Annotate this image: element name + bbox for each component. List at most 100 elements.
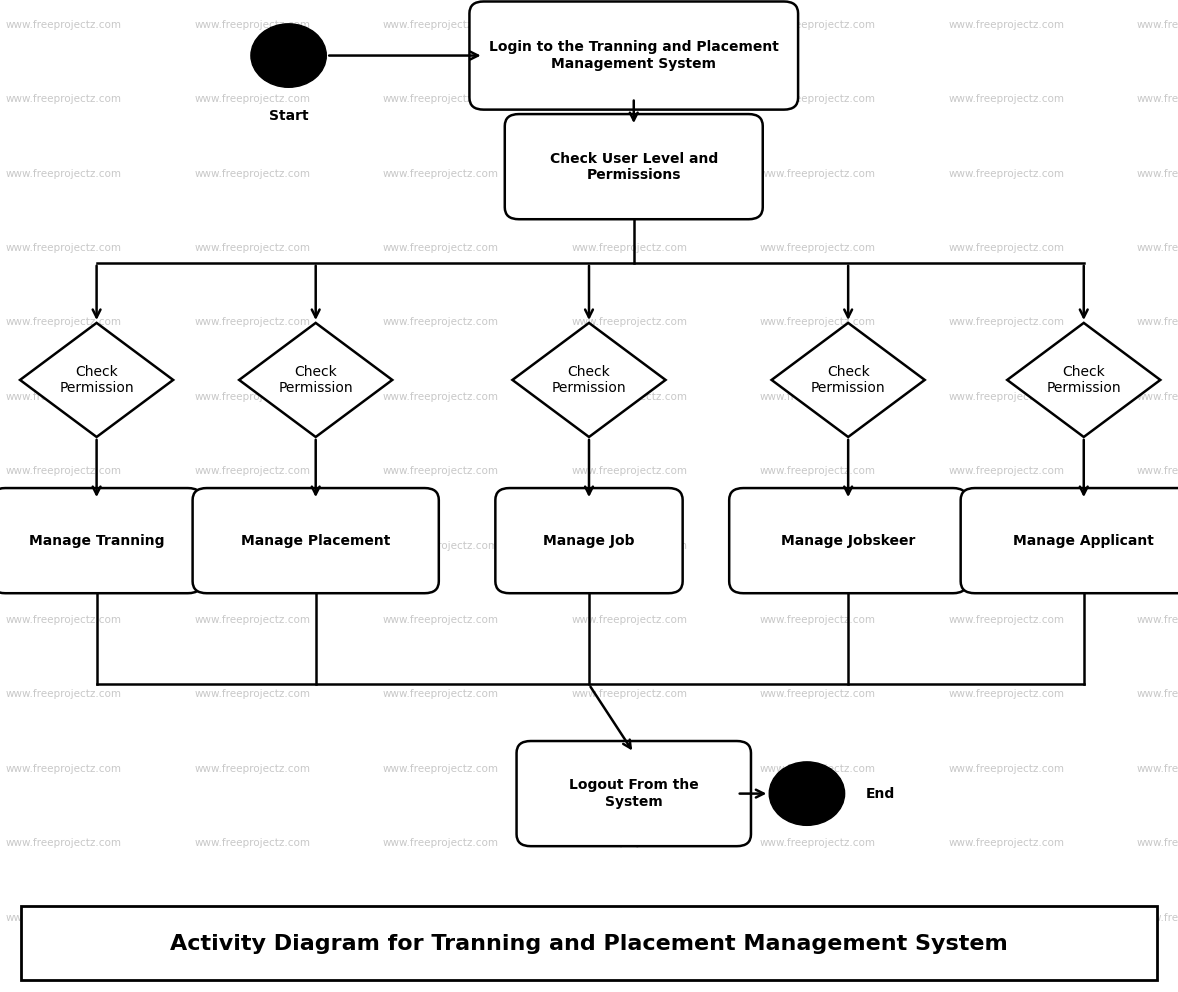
Text: Check
Permission: Check Permission — [810, 365, 886, 395]
FancyBboxPatch shape — [193, 488, 438, 593]
Text: www.freeprojectz.com: www.freeprojectz.com — [948, 764, 1064, 774]
Text: www.freeprojectz.com: www.freeprojectz.com — [948, 20, 1064, 30]
Text: www.freeprojectz.com: www.freeprojectz.com — [571, 615, 687, 625]
Text: www.freeprojectz.com: www.freeprojectz.com — [1137, 169, 1178, 179]
Text: www.freeprojectz.com: www.freeprojectz.com — [760, 243, 875, 253]
Text: www.freeprojectz.com: www.freeprojectz.com — [383, 913, 498, 923]
Text: www.freeprojectz.com: www.freeprojectz.com — [194, 466, 310, 476]
Text: www.freeprojectz.com: www.freeprojectz.com — [194, 838, 310, 848]
Text: www.freeprojectz.com: www.freeprojectz.com — [571, 94, 687, 104]
FancyBboxPatch shape — [961, 488, 1178, 593]
Text: www.freeprojectz.com: www.freeprojectz.com — [571, 913, 687, 923]
Text: Logout From the
System: Logout From the System — [569, 779, 699, 808]
Polygon shape — [512, 323, 666, 436]
Text: www.freeprojectz.com: www.freeprojectz.com — [1137, 243, 1178, 253]
Text: www.freeprojectz.com: www.freeprojectz.com — [1137, 838, 1178, 848]
Text: www.freeprojectz.com: www.freeprojectz.com — [6, 243, 121, 253]
Text: www.freeprojectz.com: www.freeprojectz.com — [948, 615, 1064, 625]
Text: www.freeprojectz.com: www.freeprojectz.com — [194, 913, 310, 923]
Text: www.freeprojectz.com: www.freeprojectz.com — [571, 392, 687, 402]
FancyBboxPatch shape — [729, 488, 967, 593]
Text: www.freeprojectz.com: www.freeprojectz.com — [194, 20, 310, 30]
FancyBboxPatch shape — [21, 906, 1157, 980]
Text: Manage Jobskeer: Manage Jobskeer — [781, 534, 915, 548]
Text: www.freeprojectz.com: www.freeprojectz.com — [948, 94, 1064, 104]
Text: www.freeprojectz.com: www.freeprojectz.com — [383, 243, 498, 253]
Text: www.freeprojectz.com: www.freeprojectz.com — [194, 392, 310, 402]
Circle shape — [251, 24, 326, 87]
Text: www.freeprojectz.com: www.freeprojectz.com — [383, 689, 498, 699]
Text: www.freeprojectz.com: www.freeprojectz.com — [6, 392, 121, 402]
Text: www.freeprojectz.com: www.freeprojectz.com — [6, 317, 121, 327]
Text: www.freeprojectz.com: www.freeprojectz.com — [6, 94, 121, 104]
Text: www.freeprojectz.com: www.freeprojectz.com — [1137, 913, 1178, 923]
Text: www.freeprojectz.com: www.freeprojectz.com — [760, 466, 875, 476]
Text: www.freeprojectz.com: www.freeprojectz.com — [948, 466, 1064, 476]
Text: End: End — [866, 787, 895, 801]
Text: Check
Permission: Check Permission — [278, 365, 353, 395]
Text: Check
Permission: Check Permission — [551, 365, 627, 395]
FancyBboxPatch shape — [495, 488, 683, 593]
Text: www.freeprojectz.com: www.freeprojectz.com — [6, 466, 121, 476]
Text: www.freeprojectz.com: www.freeprojectz.com — [948, 913, 1064, 923]
Text: www.freeprojectz.com: www.freeprojectz.com — [1137, 764, 1178, 774]
Text: www.freeprojectz.com: www.freeprojectz.com — [948, 392, 1064, 402]
Text: www.freeprojectz.com: www.freeprojectz.com — [6, 838, 121, 848]
Text: www.freeprojectz.com: www.freeprojectz.com — [6, 764, 121, 774]
Text: www.freeprojectz.com: www.freeprojectz.com — [948, 169, 1064, 179]
Text: www.freeprojectz.com: www.freeprojectz.com — [948, 317, 1064, 327]
FancyBboxPatch shape — [0, 488, 203, 593]
Text: www.freeprojectz.com: www.freeprojectz.com — [6, 20, 121, 30]
Text: Manage Job: Manage Job — [543, 534, 635, 548]
Text: www.freeprojectz.com: www.freeprojectz.com — [760, 764, 875, 774]
Text: www.freeprojectz.com: www.freeprojectz.com — [760, 392, 875, 402]
Text: www.freeprojectz.com: www.freeprojectz.com — [760, 169, 875, 179]
Text: www.freeprojectz.com: www.freeprojectz.com — [194, 689, 310, 699]
Text: www.freeprojectz.com: www.freeprojectz.com — [6, 169, 121, 179]
Text: www.freeprojectz.com: www.freeprojectz.com — [194, 169, 310, 179]
Text: www.freeprojectz.com: www.freeprojectz.com — [571, 466, 687, 476]
Text: www.freeprojectz.com: www.freeprojectz.com — [194, 94, 310, 104]
Text: www.freeprojectz.com: www.freeprojectz.com — [760, 838, 875, 848]
Text: www.freeprojectz.com: www.freeprojectz.com — [383, 466, 498, 476]
Text: www.freeprojectz.com: www.freeprojectz.com — [1137, 317, 1178, 327]
Text: www.freeprojectz.com: www.freeprojectz.com — [571, 541, 687, 551]
Text: www.freeprojectz.com: www.freeprojectz.com — [6, 541, 121, 551]
Text: Manage Applicant: Manage Applicant — [1013, 534, 1154, 548]
Text: www.freeprojectz.com: www.freeprojectz.com — [194, 764, 310, 774]
Text: Check
Permission: Check Permission — [59, 365, 134, 395]
Text: Start: Start — [269, 109, 309, 123]
FancyBboxPatch shape — [504, 114, 763, 219]
Text: www.freeprojectz.com: www.freeprojectz.com — [571, 838, 687, 848]
Text: www.freeprojectz.com: www.freeprojectz.com — [760, 20, 875, 30]
Polygon shape — [239, 323, 392, 436]
Text: www.freeprojectz.com: www.freeprojectz.com — [383, 615, 498, 625]
Text: Login to the Tranning and Placement
Management System: Login to the Tranning and Placement Mana… — [489, 41, 779, 70]
FancyBboxPatch shape — [516, 741, 752, 846]
Text: www.freeprojectz.com: www.freeprojectz.com — [194, 317, 310, 327]
Text: www.freeprojectz.com: www.freeprojectz.com — [6, 615, 121, 625]
Text: www.freeprojectz.com: www.freeprojectz.com — [571, 169, 687, 179]
Text: www.freeprojectz.com: www.freeprojectz.com — [383, 20, 498, 30]
Polygon shape — [1007, 323, 1160, 436]
Text: Manage Tranning: Manage Tranning — [28, 534, 165, 548]
Text: www.freeprojectz.com: www.freeprojectz.com — [571, 20, 687, 30]
Text: Activity Diagram for Tranning and Placement Management System: Activity Diagram for Tranning and Placem… — [170, 934, 1008, 954]
Text: www.freeprojectz.com: www.freeprojectz.com — [948, 838, 1064, 848]
Text: www.freeprojectz.com: www.freeprojectz.com — [948, 541, 1064, 551]
Text: www.freeprojectz.com: www.freeprojectz.com — [383, 94, 498, 104]
Text: www.freeprojectz.com: www.freeprojectz.com — [1137, 20, 1178, 30]
Circle shape — [769, 762, 845, 825]
Text: www.freeprojectz.com: www.freeprojectz.com — [383, 838, 498, 848]
Text: www.freeprojectz.com: www.freeprojectz.com — [760, 94, 875, 104]
FancyBboxPatch shape — [469, 2, 799, 110]
Text: www.freeprojectz.com: www.freeprojectz.com — [383, 169, 498, 179]
Text: www.freeprojectz.com: www.freeprojectz.com — [760, 317, 875, 327]
Text: www.freeprojectz.com: www.freeprojectz.com — [571, 764, 687, 774]
Text: www.freeprojectz.com: www.freeprojectz.com — [194, 541, 310, 551]
Text: www.freeprojectz.com: www.freeprojectz.com — [760, 913, 875, 923]
Text: www.freeprojectz.com: www.freeprojectz.com — [1137, 541, 1178, 551]
Text: www.freeprojectz.com: www.freeprojectz.com — [948, 689, 1064, 699]
Text: www.freeprojectz.com: www.freeprojectz.com — [1137, 94, 1178, 104]
Text: www.freeprojectz.com: www.freeprojectz.com — [6, 689, 121, 699]
